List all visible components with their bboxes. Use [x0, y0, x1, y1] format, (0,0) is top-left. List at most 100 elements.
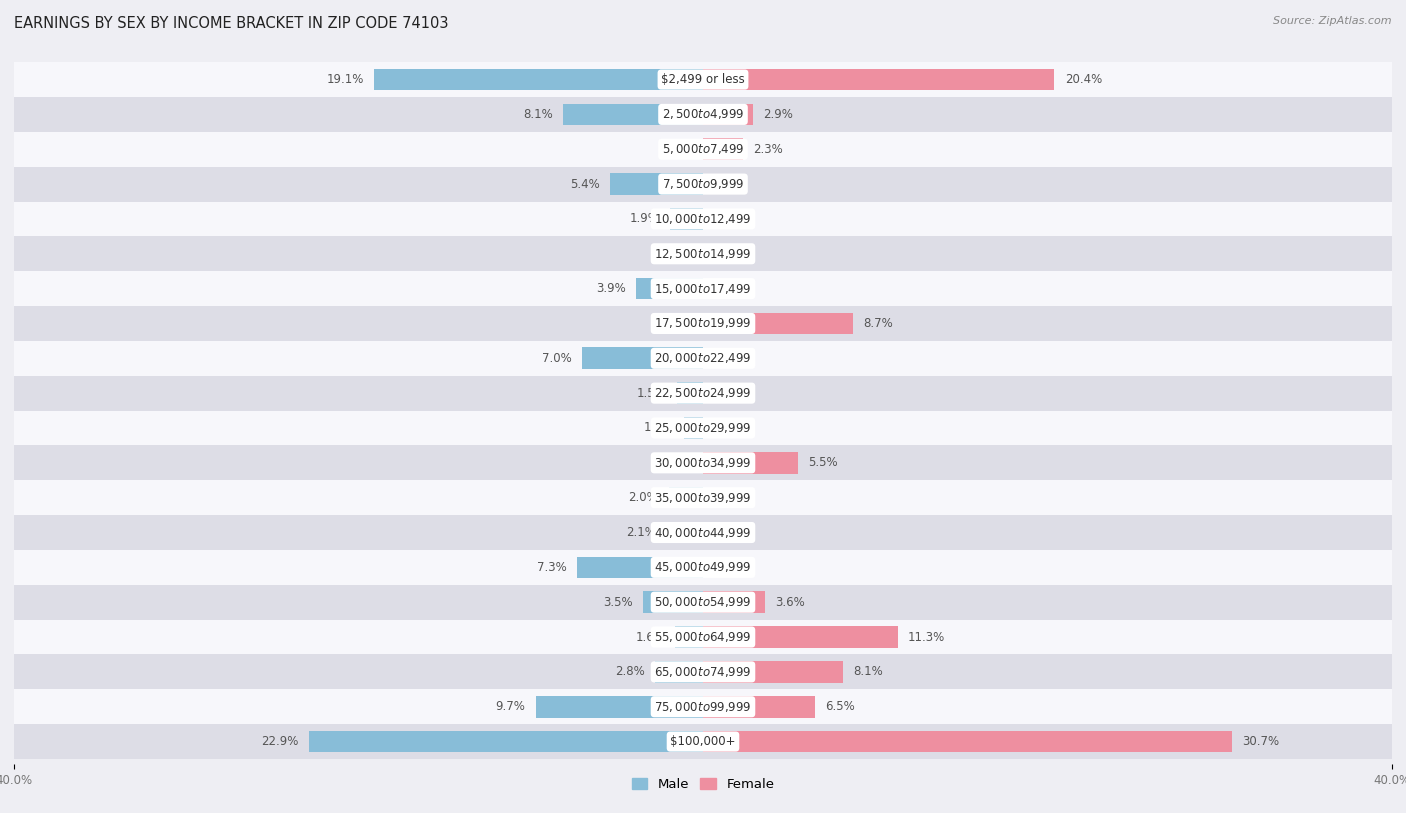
- Bar: [643, 591, 703, 613]
- Bar: [14, 272, 1392, 306]
- Text: $40,000 to $44,999: $40,000 to $44,999: [654, 525, 752, 540]
- Bar: [14, 376, 1392, 411]
- Text: 2.1%: 2.1%: [627, 526, 657, 539]
- Bar: [610, 173, 703, 195]
- Text: 0.0%: 0.0%: [713, 247, 742, 260]
- Bar: [14, 132, 1392, 167]
- Bar: [703, 313, 853, 334]
- Bar: [703, 661, 842, 683]
- Text: 20.4%: 20.4%: [1064, 73, 1102, 86]
- Text: 0.0%: 0.0%: [664, 247, 693, 260]
- Text: 2.9%: 2.9%: [763, 108, 793, 121]
- Bar: [655, 661, 703, 683]
- Text: 0.0%: 0.0%: [713, 491, 742, 504]
- Text: 5.4%: 5.4%: [569, 177, 599, 190]
- Text: 0.0%: 0.0%: [713, 282, 742, 295]
- Text: $20,000 to $22,499: $20,000 to $22,499: [654, 351, 752, 365]
- Bar: [14, 62, 1392, 97]
- Bar: [536, 696, 703, 718]
- Text: $2,500 to $4,999: $2,500 to $4,999: [662, 107, 744, 121]
- Text: $30,000 to $34,999: $30,000 to $34,999: [654, 456, 752, 470]
- Bar: [636, 278, 703, 299]
- Bar: [14, 411, 1392, 446]
- Bar: [675, 626, 703, 648]
- Text: 0.0%: 0.0%: [713, 387, 742, 400]
- Bar: [666, 522, 703, 543]
- Text: $7,500 to $9,999: $7,500 to $9,999: [662, 177, 744, 191]
- Text: $100,000+: $100,000+: [671, 735, 735, 748]
- Text: 5.5%: 5.5%: [808, 456, 838, 469]
- Text: $10,000 to $12,499: $10,000 to $12,499: [654, 212, 752, 226]
- Bar: [14, 550, 1392, 585]
- Text: 1.9%: 1.9%: [630, 212, 659, 225]
- Bar: [14, 97, 1392, 132]
- Text: 30.7%: 30.7%: [1241, 735, 1279, 748]
- Bar: [308, 731, 703, 752]
- Bar: [703, 69, 1054, 90]
- Text: 2.8%: 2.8%: [614, 665, 644, 678]
- Text: 0.0%: 0.0%: [713, 561, 742, 574]
- Bar: [14, 724, 1392, 759]
- Text: $25,000 to $29,999: $25,000 to $29,999: [654, 421, 752, 435]
- Text: 0.0%: 0.0%: [713, 212, 742, 225]
- Text: 8.7%: 8.7%: [863, 317, 893, 330]
- Text: EARNINGS BY SEX BY INCOME BRACKET IN ZIP CODE 74103: EARNINGS BY SEX BY INCOME BRACKET IN ZIP…: [14, 16, 449, 31]
- Bar: [703, 591, 765, 613]
- Bar: [14, 446, 1392, 480]
- Bar: [582, 347, 703, 369]
- Bar: [685, 417, 703, 439]
- Bar: [14, 202, 1392, 237]
- Bar: [14, 341, 1392, 376]
- Text: $22,500 to $24,999: $22,500 to $24,999: [654, 386, 752, 400]
- Text: 19.1%: 19.1%: [326, 73, 364, 86]
- Bar: [678, 382, 703, 404]
- Bar: [703, 103, 754, 125]
- Text: 3.9%: 3.9%: [596, 282, 626, 295]
- Text: 9.7%: 9.7%: [496, 700, 526, 713]
- Legend: Male, Female: Male, Female: [626, 773, 780, 797]
- Bar: [703, 731, 1232, 752]
- Text: $55,000 to $64,999: $55,000 to $64,999: [654, 630, 752, 644]
- Text: 0.0%: 0.0%: [664, 317, 693, 330]
- Bar: [703, 138, 742, 160]
- Text: 7.3%: 7.3%: [537, 561, 567, 574]
- Text: 1.6%: 1.6%: [636, 631, 665, 644]
- Text: $17,500 to $19,999: $17,500 to $19,999: [654, 316, 752, 330]
- Text: 0.0%: 0.0%: [713, 177, 742, 190]
- Text: 22.9%: 22.9%: [262, 735, 298, 748]
- Bar: [14, 654, 1392, 689]
- Bar: [578, 557, 703, 578]
- Text: Source: ZipAtlas.com: Source: ZipAtlas.com: [1274, 16, 1392, 26]
- Text: $15,000 to $17,499: $15,000 to $17,499: [654, 281, 752, 296]
- Bar: [14, 585, 1392, 620]
- Bar: [374, 69, 703, 90]
- Text: $2,499 or less: $2,499 or less: [661, 73, 745, 86]
- Text: $5,000 to $7,499: $5,000 to $7,499: [662, 142, 744, 156]
- Bar: [14, 237, 1392, 272]
- Text: 0.0%: 0.0%: [713, 526, 742, 539]
- Text: 0.0%: 0.0%: [713, 352, 742, 365]
- Bar: [671, 208, 703, 230]
- Bar: [14, 480, 1392, 515]
- Bar: [703, 452, 797, 474]
- Text: $45,000 to $49,999: $45,000 to $49,999: [654, 560, 752, 574]
- Text: $65,000 to $74,999: $65,000 to $74,999: [654, 665, 752, 679]
- Bar: [669, 487, 703, 508]
- Bar: [14, 306, 1392, 341]
- Text: 3.6%: 3.6%: [775, 596, 806, 609]
- Bar: [14, 689, 1392, 724]
- Text: 6.5%: 6.5%: [825, 700, 855, 713]
- Bar: [564, 103, 703, 125]
- Text: $50,000 to $54,999: $50,000 to $54,999: [654, 595, 752, 609]
- Text: 1.1%: 1.1%: [644, 421, 673, 434]
- Text: 8.1%: 8.1%: [523, 108, 553, 121]
- Text: 2.0%: 2.0%: [628, 491, 658, 504]
- Text: 1.5%: 1.5%: [637, 387, 666, 400]
- Text: 11.3%: 11.3%: [908, 631, 945, 644]
- Bar: [14, 515, 1392, 550]
- Text: 0.0%: 0.0%: [664, 456, 693, 469]
- Text: 7.0%: 7.0%: [543, 352, 572, 365]
- Text: 8.1%: 8.1%: [853, 665, 883, 678]
- Text: 2.3%: 2.3%: [754, 143, 783, 156]
- Text: 0.0%: 0.0%: [713, 421, 742, 434]
